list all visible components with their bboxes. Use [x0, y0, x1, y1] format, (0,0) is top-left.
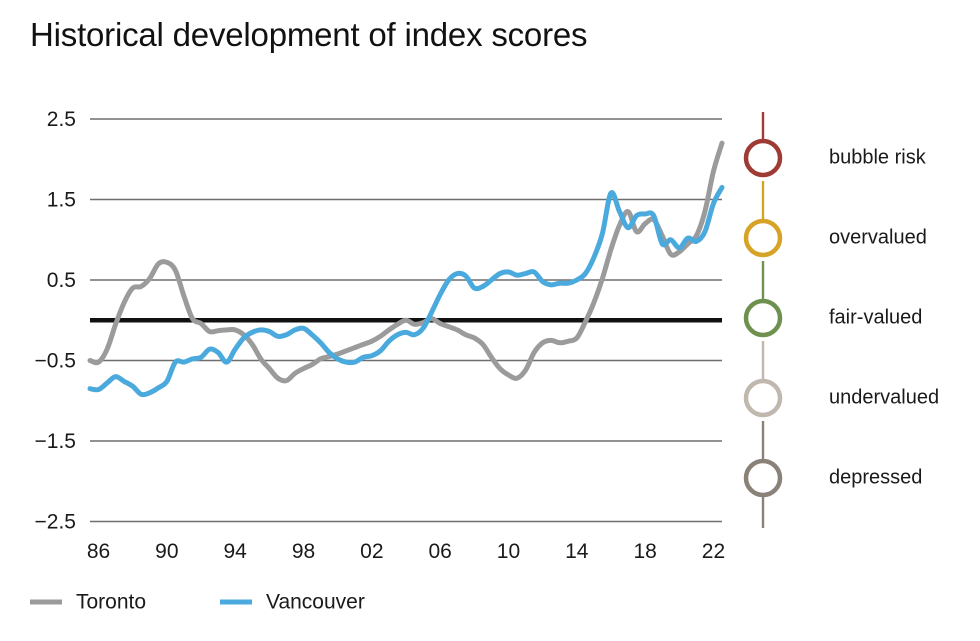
risk-scale-label: overvalued [829, 226, 927, 248]
x-axis-tick-label: 06 [428, 540, 451, 563]
risk-scale-marker [743, 298, 783, 338]
y-axis-tick-label: 1.5 [47, 189, 76, 212]
x-axis-tick-label: 14 [565, 540, 589, 563]
risk-scale-label: bubble risk [829, 146, 927, 168]
y-axis-tick-label: −0.5 [35, 350, 76, 373]
risk-scale-marker [743, 378, 783, 418]
y-axis-tick-label: 2.5 [47, 108, 76, 131]
x-axis-tick-label: 98 [292, 540, 315, 563]
y-axis-tick-label: −1.5 [35, 430, 76, 453]
risk-scale-marker [743, 458, 783, 498]
series-line-toronto [87, 140, 725, 384]
x-axis-tick-label: 02 [360, 540, 383, 563]
risk-scale-label: fair-valued [829, 306, 922, 328]
x-axis-tick-label: 86 [87, 540, 110, 563]
x-axis-tick-label: 90 [155, 540, 178, 563]
risk-scale-marker [743, 218, 783, 258]
y-axis-tick-label: 0.5 [47, 269, 76, 292]
page-title: Historical development of index scores [30, 16, 588, 53]
x-axis-tick-label: 22 [702, 540, 725, 563]
risk-scale-label: undervalued [829, 386, 939, 408]
y-axis-tick-label: −2.5 [35, 511, 76, 534]
series-lines [87, 140, 725, 398]
series-line-vancouver [87, 184, 725, 398]
x-axis-tick-label: 10 [497, 540, 520, 563]
risk-scale-legend: bubble risk overvalued fair-valued underval… [743, 112, 939, 528]
x-axis-tick-label: 18 [633, 540, 656, 563]
legend-label-vancouver: Vancouver [266, 591, 365, 614]
risk-scale-label: depressed [829, 466, 922, 488]
risk-scale-marker [743, 138, 783, 178]
x-axis-tick-label: 94 [224, 540, 248, 563]
series-legend: Toronto Vancouver [30, 591, 365, 614]
x-axis-ticks: 86 90 94 98 02 06 10 14 18 22 [87, 540, 725, 563]
y-axis-ticks: 2.5 1.5 0.5 −0.5 −1.5 −2.5 [35, 108, 76, 534]
legend-label-toronto: Toronto [76, 591, 146, 614]
